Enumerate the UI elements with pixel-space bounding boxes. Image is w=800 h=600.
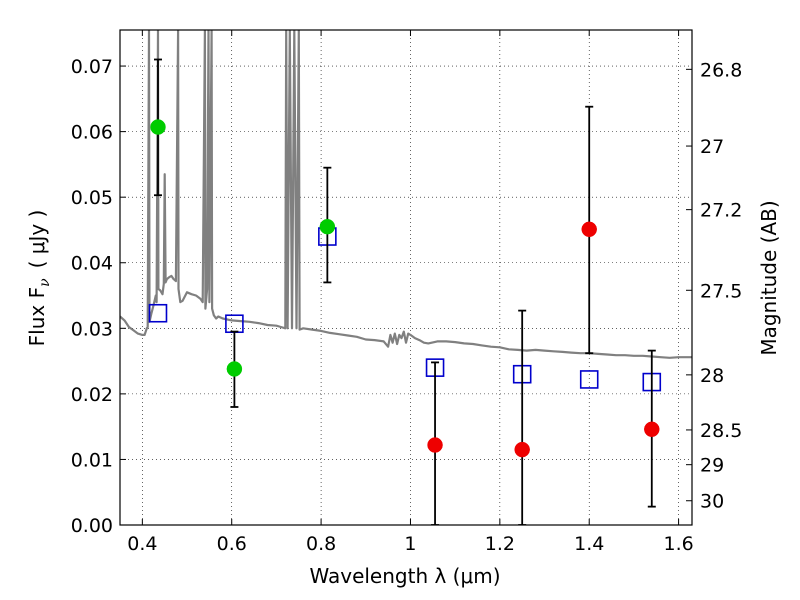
y-tick-label: 0.06 xyxy=(71,122,113,144)
x-axis-label: Wavelength λ (μm) xyxy=(309,564,500,588)
upper-limit-point xyxy=(427,437,443,453)
x-tick-label: 0.6 xyxy=(217,533,247,555)
y2-tick-label: 27 xyxy=(700,136,724,158)
y-tick-label: 0.03 xyxy=(71,318,113,340)
y-axis-label-main: Flux F xyxy=(25,287,49,346)
y-tick-label: 0.05 xyxy=(71,187,113,209)
y-tick-label: 0.00 xyxy=(71,515,113,537)
y-axis-label: Flux Fν ( μJy ) xyxy=(25,210,53,347)
model-band-square xyxy=(225,314,244,334)
y-tick-label: 0.01 xyxy=(71,449,113,471)
x-tick-label: 0.8 xyxy=(306,533,336,555)
y-axis-label-unit: ( μJy ) xyxy=(25,210,49,269)
x-tick-label: 1.4 xyxy=(574,533,604,555)
y-tick-label: 0.02 xyxy=(71,384,113,406)
y2-tick-label: 28.5 xyxy=(700,420,742,442)
detection-point xyxy=(226,361,243,377)
y-tick-label: 0.04 xyxy=(71,253,113,275)
plot-area xyxy=(120,30,692,525)
y2-axis-label: Magnitude (AB) xyxy=(757,200,781,355)
upper-limit-point xyxy=(581,221,597,238)
model-band-square xyxy=(579,370,599,389)
x-tick-label: 1 xyxy=(404,533,416,555)
y2-tick-label: 30 xyxy=(700,491,724,513)
upper-limit-point xyxy=(644,421,660,438)
y-axis-label-subscript: ν xyxy=(37,278,53,287)
detection-point xyxy=(150,119,166,135)
upper-limit-point xyxy=(514,441,530,458)
y2-tick-label: 29 xyxy=(700,455,724,477)
model-band-square xyxy=(148,303,168,323)
y-tick-label: 0.07 xyxy=(71,56,113,78)
x-tick-label: 1.6 xyxy=(663,533,693,555)
axis-ticks: 0.4 0.6 0.8 1 1.2 1.4 1.6 0.00 0.01 0.02 0.03 0.04 0… xyxy=(71,30,742,555)
y2-tick-label: 26.8 xyxy=(700,59,742,81)
x-tick-label: 0.4 xyxy=(127,533,157,555)
y2-tick-label: 28 xyxy=(700,365,724,387)
y2-tick-label: 27.2 xyxy=(700,200,742,222)
plot-frame xyxy=(119,29,693,526)
x-tick-label: 1.2 xyxy=(485,533,515,555)
detection-point xyxy=(319,218,336,235)
y2-tick-label: 27.5 xyxy=(700,280,742,302)
model-spectrum-line xyxy=(120,30,692,359)
